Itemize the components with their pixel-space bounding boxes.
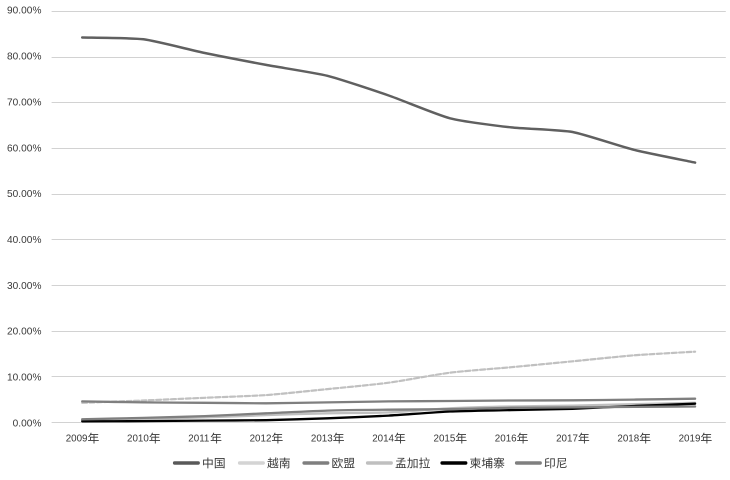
svg-text:70.00%: 70.00%	[7, 97, 42, 108]
svg-text:2019: 2019	[679, 434, 701, 445]
svg-text:2011: 2011	[188, 434, 209, 445]
svg-text:10.00%: 10.00%	[7, 373, 42, 384]
svg-text:2014: 2014	[372, 434, 394, 445]
svg-text:80.00%: 80.00%	[7, 52, 42, 63]
svg-text:60.00%: 60.00%	[7, 143, 42, 154]
svg-text:2017: 2017	[556, 434, 578, 445]
svg-text:0.00%: 0.00%	[13, 418, 42, 429]
svg-text:50.00%: 50.00%	[7, 189, 42, 200]
svg-text:2013: 2013	[311, 434, 333, 445]
svg-text:30.00%: 30.00%	[7, 281, 42, 292]
svg-text:2010: 2010	[127, 434, 149, 445]
svg-text:20.00%: 20.00%	[7, 327, 42, 338]
svg-text:40.00%: 40.00%	[7, 235, 42, 246]
svg-text:2012: 2012	[250, 434, 272, 445]
svg-text:90.00%: 90.00%	[7, 6, 42, 17]
svg-text:2015: 2015	[434, 434, 456, 445]
svg-text:2018: 2018	[617, 434, 639, 445]
svg-text:2009: 2009	[66, 434, 88, 445]
svg-text:2016: 2016	[495, 434, 517, 445]
